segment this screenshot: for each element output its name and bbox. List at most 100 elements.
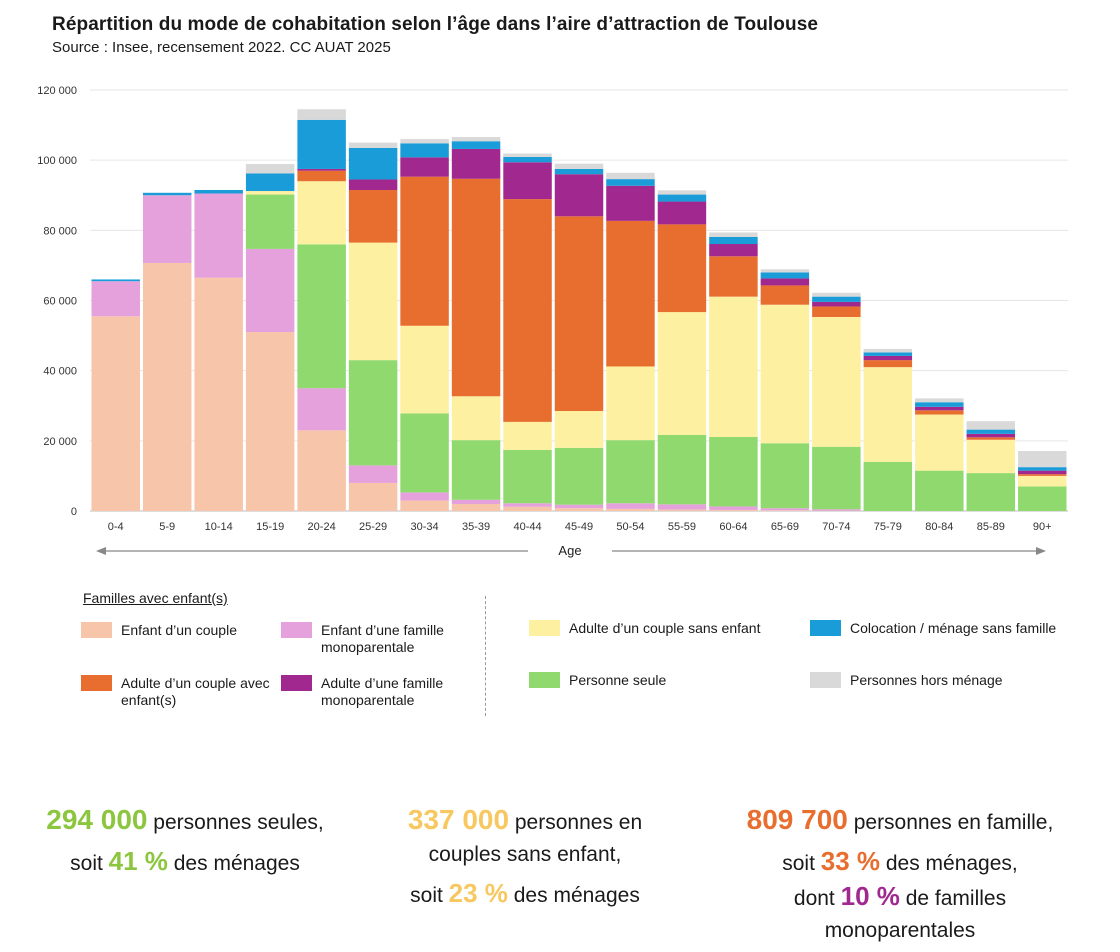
bar-segment-adulte_couple_enfants: [709, 256, 758, 297]
legend-swatch: [529, 672, 560, 688]
bar-segment-couple_sans_enfant: [1018, 475, 1067, 487]
bar-segment-colocation: [348, 147, 398, 180]
bar-segment-hors_menage: [606, 172, 655, 180]
bar-segment-couple_sans_enfant: [554, 411, 604, 448]
bar-segment-hors_menage: [812, 292, 861, 297]
bar-segment-enfant_couple: [142, 262, 192, 511]
bar-segment-enfant_mono: [554, 504, 604, 509]
bar-segment-adulte_couple_enfants: [503, 199, 552, 422]
legend-item-personne-seule: Personne seule: [529, 672, 666, 689]
legend-item-colocation: Colocation / ménage sans famille: [810, 620, 1056, 637]
bar-segment-couple_sans_enfant: [245, 191, 295, 195]
bar-segment-hors_menage: [451, 137, 501, 142]
x-tick-label: 75-79: [874, 521, 902, 533]
bar-segment-enfant_mono: [657, 504, 707, 510]
bar-segment-adulte_couple_enfants: [400, 176, 449, 326]
bar-segment-adulte_mono: [297, 168, 346, 171]
legend-item-couple-sans-enfant: Adulte d’un couple sans enfant: [529, 620, 760, 637]
chart-title: Répartition du mode de cohabitation selo…: [52, 14, 819, 35]
bar-segment-adulte_mono: [812, 301, 861, 307]
bar-segment-hors_menage: [760, 269, 810, 273]
bar-segment-colocation: [400, 143, 449, 158]
bar-segment-hors_menage: [554, 163, 604, 169]
bar-segment-colocation: [503, 157, 552, 163]
bar-segment-enfant_mono: [503, 503, 552, 507]
stat-value: 294 000: [46, 804, 148, 835]
bar-segment-colocation: [812, 296, 861, 302]
bar-segment-couple_sans_enfant: [657, 312, 707, 435]
bar-segment-colocation: [915, 402, 964, 407]
y-tick-label: 100 000: [37, 155, 77, 167]
bar-segment-enfant_mono: [451, 499, 501, 504]
bar-segment-adulte_couple_enfants: [863, 360, 913, 368]
bar-segment-adulte_mono: [606, 185, 655, 221]
bar-segment-enfant_mono: [91, 281, 140, 317]
bar-segment-hors_menage: [915, 398, 964, 403]
bar-segment-adulte_couple_enfants: [606, 220, 655, 367]
bar-segment-enfant_couple: [297, 430, 346, 511]
x-tick-label: 55-59: [668, 521, 696, 533]
x-tick-label: 5-9: [159, 521, 175, 533]
bar-segment-personne_seule: [400, 413, 449, 493]
bar-segment-personne_seule: [606, 440, 655, 504]
bar-segment-colocation: [245, 173, 295, 192]
bar-segment-colocation: [606, 179, 655, 186]
bar-segment-personne_seule: [297, 244, 346, 389]
bar-segment-hors_menage: [863, 348, 913, 353]
bar-segment-adulte_couple_enfants: [966, 437, 1016, 440]
legend-label: Adulte d’une famille monoparentale: [321, 675, 444, 708]
legend-label: Enfant d’un couple: [121, 622, 237, 638]
bar-segment-couple_sans_enfant: [812, 316, 861, 447]
bar-segment-enfant_couple: [554, 508, 604, 511]
legend-divider: [485, 596, 486, 716]
bar-segment-personne_seule: [812, 446, 861, 510]
bar-segment-enfant_couple: [606, 508, 655, 511]
bar-segment-adulte_mono: [760, 278, 810, 286]
legend-swatch: [281, 622, 312, 638]
stat-text: des ménages: [167, 852, 300, 875]
bar-segment-colocation: [863, 352, 913, 356]
bar-segment-enfant_mono: [400, 492, 449, 501]
bar-segment-enfant_couple: [194, 277, 243, 511]
bar-segment-couple_sans_enfant: [966, 439, 1016, 474]
bar-segment-personne_seule: [657, 434, 707, 505]
legend-item-enfant-mono: Enfant d’une famille monoparentale: [281, 622, 471, 656]
bar-segment-adulte_mono: [1018, 470, 1067, 475]
bar-segment-personne_seule: [1018, 486, 1067, 511]
y-tick-label: 40 000: [43, 366, 77, 378]
x-tick-label: 85-89: [977, 521, 1005, 533]
bar-segment-personne_seule: [915, 470, 964, 511]
bar-segment-adulte_mono: [400, 157, 449, 177]
bar-segment-enfant_couple: [760, 510, 810, 511]
x-tick-label: 65-69: [771, 521, 799, 533]
bar-segment-hors_menage: [297, 109, 346, 120]
bar-segment-adulte_couple_enfants: [657, 224, 707, 313]
bar-segment-hors_menage: [1018, 451, 1067, 468]
stat-text: des ménages: [507, 884, 640, 907]
bar-segment-personne_seule: [451, 440, 501, 500]
bar-segment-adulte_mono: [348, 179, 398, 190]
legend-swatch: [81, 622, 112, 638]
bar-segment-adulte_mono: [657, 201, 707, 225]
bar-segment-hors_menage: [503, 153, 552, 158]
bar-segment-colocation: [760, 272, 810, 279]
bar-segment-adulte_mono: [915, 406, 964, 411]
bar-segment-colocation: [91, 279, 140, 282]
stat-text: couples sans enfant,: [428, 843, 622, 866]
bar-segment-enfant_mono: [606, 503, 655, 509]
bar-segment-adulte_couple_enfants: [1018, 474, 1067, 476]
x-tick-label: 10-14: [205, 521, 233, 533]
legend-label: Colocation / ménage sans famille: [850, 620, 1057, 636]
y-tick-label: 20 000: [43, 436, 77, 448]
legend-swatch: [810, 620, 841, 636]
bar-segment-adulte_couple_enfants: [451, 178, 501, 397]
x-tick-label: 30-34: [411, 521, 439, 533]
bar-segment-couple_sans_enfant: [348, 242, 398, 361]
legend-label: Enfant d’une famille monoparentale: [321, 622, 444, 655]
stat-text: soit: [782, 852, 821, 875]
bar-segment-couple_sans_enfant: [606, 366, 655, 441]
bar-segment-colocation: [1018, 467, 1067, 471]
bar-segment-couple_sans_enfant: [451, 396, 501, 441]
stat-text: personnes en: [509, 811, 643, 834]
bar-segment-enfant_mono: [812, 509, 861, 511]
